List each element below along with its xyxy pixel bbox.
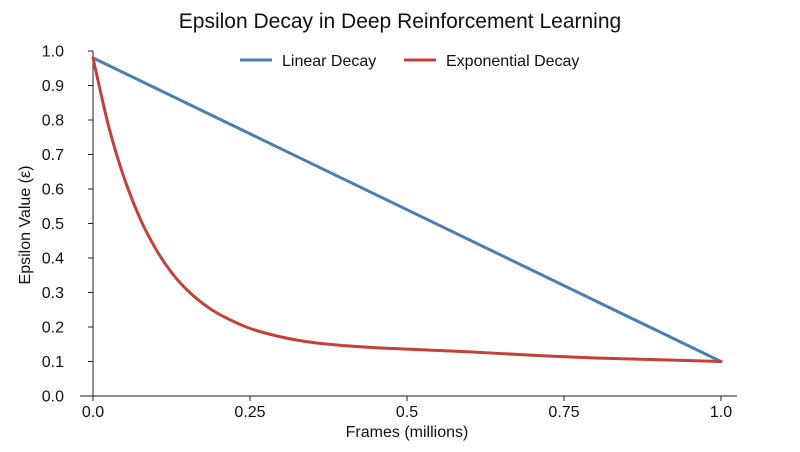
legend-label-exponential-decay: Exponential Decay: [446, 53, 579, 70]
series-line-exponential-decay: [91, 56, 723, 363]
y-tick-label: 0.0: [42, 389, 64, 406]
y-tick-label: 0.3: [42, 285, 64, 302]
x-tick-label: 0.0: [82, 404, 104, 421]
y-tick-label: 1.0: [42, 44, 64, 61]
chart-title: Epsilon Decay in Deep Reinforcement Lear…: [179, 10, 621, 33]
y-tick-label: 0.8: [42, 113, 64, 130]
x-tick-label: 0.5: [396, 404, 418, 421]
series-lines: [91, 56, 723, 363]
axes: 0.0 0.25 0.5 0.75 1.0 0.0 0.1 0.2 0.3 0.4 0.5 0.6 0.…: [42, 44, 737, 421]
x-tick-label: 1.0: [710, 404, 732, 421]
y-tick-label: 0.7: [42, 147, 64, 164]
x-axis-label: Frames (millions): [346, 424, 469, 441]
y-tick-label: 0.4: [42, 251, 64, 268]
x-tick-label: 0.75: [548, 404, 579, 421]
y-tick-label: 0.9: [42, 78, 64, 95]
y-tick-label: 0.6: [42, 182, 64, 199]
y-tick-label: 0.5: [42, 216, 64, 233]
y-tick-label: 0.2: [42, 320, 64, 337]
series-line-linear-decay: [91, 56, 723, 363]
y-axis-label: Epsilon Value (ε): [17, 166, 34, 285]
y-tick-label: 0.1: [42, 354, 64, 371]
legend: Linear Decay Exponential Decay: [240, 53, 579, 70]
legend-label-linear-decay: Linear Decay: [282, 53, 376, 70]
x-tick-label: 0.25: [234, 404, 265, 421]
